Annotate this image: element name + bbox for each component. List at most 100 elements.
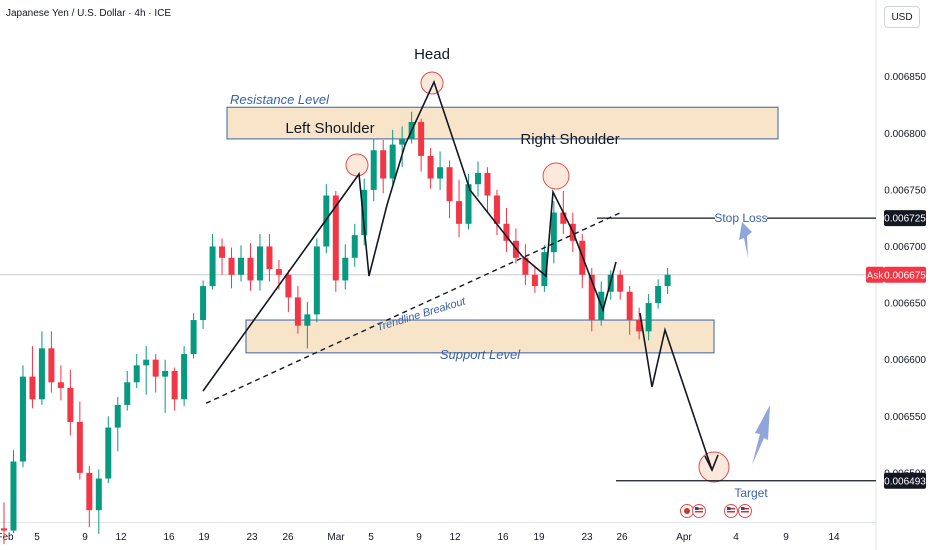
candle-body[interactable] (446, 167, 453, 202)
candle-body[interactable] (342, 257, 349, 281)
candle-body[interactable] (1, 528, 7, 531)
candle-body[interactable] (114, 404, 121, 428)
resistance-label: Resistance Level (230, 92, 330, 107)
candle-body[interactable] (456, 201, 463, 224)
candle-body[interactable] (228, 257, 235, 275)
candle-body[interactable] (550, 212, 557, 253)
candle-body[interactable] (256, 246, 263, 281)
candle-body[interactable] (484, 172, 491, 196)
candle-body[interactable] (285, 274, 292, 298)
candle-body[interactable] (124, 382, 131, 405)
candle-body[interactable] (475, 172, 481, 185)
y-tick-label: 0.006850 (884, 72, 926, 83)
stop-loss-label: Stop Loss (714, 211, 767, 225)
candle-body[interactable] (399, 138, 406, 145)
candle-body[interactable] (351, 235, 358, 258)
chart-title: Japanese Yen / U.S. Dollar · 4h · ICE (6, 8, 171, 19)
candle-body[interactable] (48, 348, 55, 383)
candle-body[interactable] (465, 184, 472, 224)
candle-body[interactable] (323, 195, 330, 247)
event-flag-stripe (727, 511, 735, 513)
candle-body[interactable] (200, 286, 207, 321)
candle-body[interactable] (275, 269, 282, 275)
candle-body[interactable] (389, 144, 396, 179)
candle-body[interactable] (645, 303, 652, 332)
candle-body[interactable] (294, 297, 301, 326)
event-flag-dot (684, 508, 690, 514)
y-tick-label: 0.006600 (884, 355, 926, 366)
left-shoulder-label: Left Shoulder (285, 120, 374, 137)
left-shoulder-circle (345, 153, 369, 177)
candle-body[interactable] (266, 246, 273, 270)
candle-body[interactable] (171, 370, 178, 400)
candle-body[interactable] (29, 376, 36, 400)
x-tick-label: 4 (733, 532, 739, 543)
candle-body[interactable] (313, 246, 320, 315)
candle-body[interactable] (361, 189, 368, 236)
event-flag-canton (695, 507, 699, 510)
candle-body[interactable] (636, 320, 643, 332)
right-shoulder-circle (542, 162, 570, 190)
candle-body[interactable] (626, 291, 633, 321)
candle-body[interactable] (304, 314, 311, 326)
currency-button[interactable]: USD (884, 6, 920, 28)
candle-body[interactable] (76, 421, 83, 473)
target-price-tag-bg (884, 472, 926, 489)
candle-body[interactable] (332, 195, 339, 281)
candle-body[interactable] (190, 320, 197, 354)
candle-body[interactable] (152, 359, 159, 377)
candle-body[interactable] (522, 257, 529, 275)
candle-body[interactable] (86, 472, 93, 511)
candle-body[interactable] (437, 167, 444, 179)
candle-body[interactable] (143, 359, 150, 366)
ask-price-tag-bg (884, 266, 926, 283)
x-tick-label: 12 (115, 532, 127, 543)
right-shoulder-label: Right Shoulder (520, 131, 619, 148)
candle-body[interactable] (238, 257, 244, 275)
x-tick-label: 19 (533, 532, 545, 543)
candle-body[interactable] (493, 195, 500, 224)
ask-label-bg (866, 266, 884, 283)
candle-body[interactable] (162, 370, 169, 377)
candle-body[interactable] (133, 365, 140, 383)
candle-body[interactable] (588, 274, 595, 321)
x-tick-label: 9 (783, 532, 789, 543)
candle-body[interactable] (19, 376, 26, 462)
candle-body[interactable] (380, 150, 387, 179)
candle-body[interactable] (67, 387, 74, 422)
x-tick-label: Feb (0, 532, 14, 543)
candle-body[interactable] (655, 286, 662, 304)
event-flag-stripe (741, 511, 749, 513)
ask-price-tag: 0.006675 (884, 270, 926, 281)
resistance-zone (226, 106, 779, 140)
candle-body[interactable] (57, 382, 64, 388)
event-flag-stripe (695, 508, 703, 510)
candle-body[interactable] (181, 354, 188, 400)
candle-body[interactable] (370, 150, 377, 190)
candle-body[interactable] (531, 274, 538, 287)
candle-body[interactable] (427, 155, 434, 179)
x-tick-label: Mar (327, 532, 345, 543)
support-zone (245, 319, 715, 354)
neckline-trendline (205, 211, 623, 404)
candle-body[interactable] (418, 121, 425, 156)
candle-body[interactable] (95, 478, 102, 511)
candle-body[interactable] (105, 427, 112, 479)
candle-body[interactable] (560, 212, 567, 224)
x-tick-label: 14 (828, 532, 840, 543)
x-tick-label: 26 (616, 532, 628, 543)
candle-body[interactable] (541, 252, 548, 287)
down-arrow-icon (752, 405, 770, 465)
candle-body[interactable] (38, 348, 45, 400)
candle-body[interactable] (664, 274, 671, 287)
candle-body[interactable] (617, 274, 624, 292)
x-tick-label: 23 (581, 532, 593, 543)
event-flag-canton (727, 507, 731, 510)
candle-body[interactable] (10, 461, 17, 531)
x-tick-label: 5 (34, 532, 40, 543)
candle-body[interactable] (219, 246, 226, 258)
candle-body[interactable] (503, 223, 510, 241)
candle-body[interactable] (247, 257, 254, 281)
candle-body[interactable] (209, 246, 216, 287)
